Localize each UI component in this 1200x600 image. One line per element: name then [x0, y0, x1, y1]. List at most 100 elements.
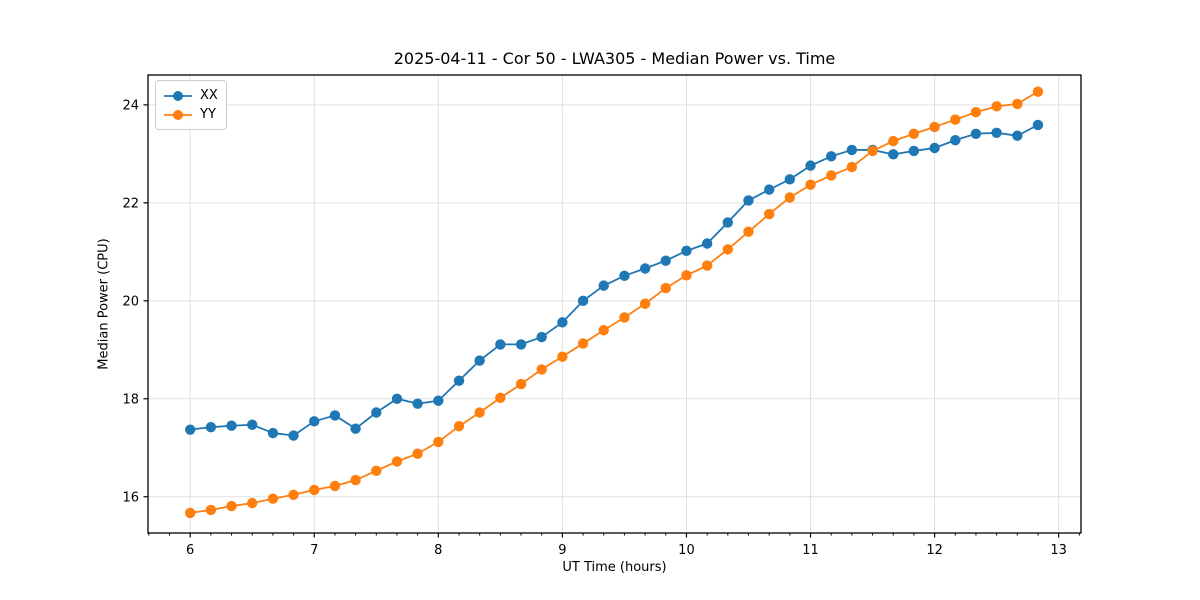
legend-item-yy: YY	[163, 105, 218, 124]
data-point-yy	[412, 448, 423, 459]
data-point-yy	[267, 493, 279, 504]
y-tick-label: 24	[122, 98, 139, 113]
data-point-yy	[826, 170, 837, 181]
data-point-xx	[391, 393, 403, 404]
data-point-yy	[950, 114, 961, 125]
data-point-yy	[350, 474, 361, 486]
data-point-yy	[701, 260, 713, 271]
data-point-yy	[619, 312, 630, 323]
data-point-xx	[784, 174, 796, 185]
x-tick-label: 6	[186, 543, 194, 558]
y-axis-label: Median Power (CPU)	[96, 238, 112, 370]
data-point-xx	[826, 151, 837, 162]
data-point-xx	[557, 317, 568, 328]
data-point-yy	[226, 500, 237, 512]
data-point-yy	[743, 226, 754, 237]
x-tick-label: 13	[1050, 543, 1067, 558]
data-point-xx	[929, 142, 940, 154]
data-point-xx	[701, 238, 713, 249]
data-point-yy	[598, 325, 609, 336]
data-point-xx	[950, 134, 961, 146]
data-point-xx	[681, 245, 692, 257]
data-point-yy	[1032, 86, 1044, 97]
data-point-xx	[247, 419, 258, 430]
data-point-yy	[722, 244, 733, 255]
data-point-xx	[1032, 119, 1044, 131]
legend: XX YY	[155, 80, 227, 130]
data-point-yy	[577, 338, 589, 349]
series-xx	[184, 119, 1044, 441]
data-point-xx	[288, 430, 299, 441]
data-point-xx	[433, 395, 444, 406]
data-point-yy	[867, 145, 878, 157]
y-tick-label: 18	[122, 392, 139, 407]
x-tick-label: 11	[802, 543, 819, 558]
data-point-yy	[536, 364, 547, 375]
data-point-yy	[247, 497, 258, 509]
data-point-xx	[888, 149, 899, 160]
grid	[148, 75, 1081, 533]
data-point-xx	[639, 263, 651, 274]
data-point-yy	[205, 504, 217, 516]
data-point-xx	[350, 423, 361, 434]
legend-item-xx: XX	[163, 86, 218, 105]
y-tick-label: 20	[122, 294, 139, 309]
data-point-xx	[309, 416, 320, 427]
series-line-xx	[190, 124, 1039, 437]
data-point-yy	[309, 484, 320, 496]
legend-label-yy: YY	[200, 107, 216, 122]
data-point-xx	[371, 407, 382, 418]
data-point-xx	[495, 339, 506, 350]
legend-label-xx: XX	[200, 88, 218, 103]
data-point-xx	[412, 398, 423, 409]
x-tick-label: 7	[310, 543, 318, 558]
data-point-xx	[743, 195, 754, 206]
data-point-xx	[1012, 130, 1023, 141]
data-point-yy	[288, 489, 299, 500]
data-point-yy	[391, 456, 403, 467]
data-point-xx	[536, 331, 547, 343]
data-point-xx	[846, 144, 858, 156]
ticks: 6 7 8 9 10 11 12 13 16 18 20 22 24	[122, 98, 1080, 558]
data-point-xx	[805, 160, 816, 171]
data-point-xx	[619, 270, 630, 282]
data-point-yy	[888, 135, 899, 147]
data-point-xx	[226, 420, 237, 431]
data-point-xx	[329, 410, 341, 421]
data-point-xx	[991, 127, 1002, 138]
series-yy	[184, 86, 1044, 519]
data-point-yy	[764, 208, 775, 220]
x-tick-label: 8	[434, 543, 442, 558]
data-point-yy	[784, 192, 796, 203]
data-point-xx	[184, 424, 196, 435]
data-point-xx	[722, 217, 733, 228]
data-point-yy	[515, 378, 527, 390]
data-point-xx	[660, 255, 671, 266]
y-tick-label: 16	[122, 490, 139, 505]
data-point-yy	[371, 465, 382, 476]
data-point-yy	[991, 101, 1002, 112]
data-point-yy	[908, 128, 920, 139]
data-point-yy	[557, 351, 568, 362]
data-point-yy	[660, 282, 671, 294]
data-point-xx	[453, 375, 465, 386]
data-point-xx	[577, 295, 589, 307]
x-tick-label: 10	[678, 543, 695, 558]
data-point-xx	[970, 128, 982, 139]
data-point-yy	[433, 436, 444, 448]
data-point-yy	[1012, 98, 1023, 110]
data-point-xx	[908, 145, 920, 157]
data-point-yy	[681, 270, 692, 281]
data-point-yy	[929, 121, 940, 133]
plot-border	[147, 74, 1082, 534]
data-point-yy	[474, 407, 485, 418]
data-point-yy	[970, 107, 982, 118]
x-tick-label: 12	[926, 543, 943, 558]
data-point-yy	[453, 421, 465, 432]
data-point-yy	[184, 507, 196, 519]
chart-title: 2025-04-11 - Cor 50 - LWA305 - Median Po…	[393, 49, 836, 68]
data-point-yy	[329, 480, 341, 492]
data-point-xx	[598, 280, 609, 291]
